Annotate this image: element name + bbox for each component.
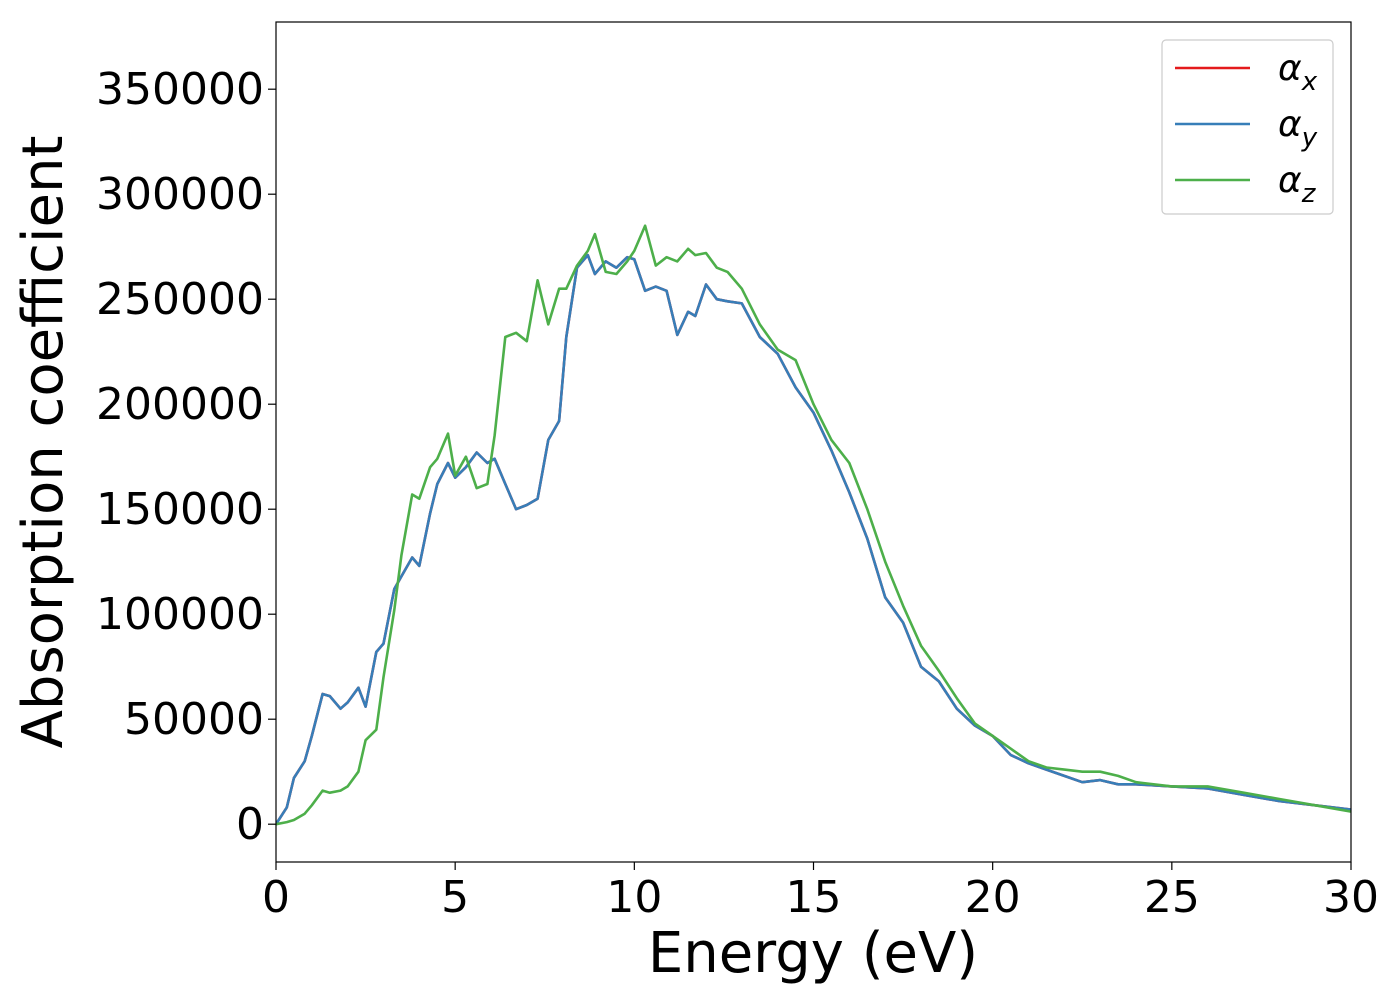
x-tick-label: 15	[786, 872, 842, 923]
y-axis: 0 50000 100000 150000 200000 250000 300000 3500…	[96, 64, 276, 850]
x-axis: 0 5 10 15 20 25 30	[262, 862, 1379, 923]
x-axis-title: Energy (eV)	[648, 921, 978, 986]
y-axis-title: Absorption coefficient	[11, 136, 76, 749]
legend-frame	[1161, 39, 1334, 215]
x-tick-label: 30	[1323, 872, 1379, 923]
legend-label-z: αz	[1278, 160, 1317, 209]
y-tick-label: 50000	[124, 694, 264, 745]
y-tick-label: 300000	[96, 169, 264, 220]
series-line-z	[276, 224, 1351, 826]
x-tick-label: 25	[1144, 872, 1200, 923]
y-tick-label: 350000	[96, 64, 264, 115]
legend-label-y: αy	[1278, 104, 1318, 153]
series-line-x	[276, 253, 1351, 825]
x-tick-label: 10	[606, 872, 662, 923]
legend-label-x: αx	[1278, 48, 1318, 97]
x-tick-label: 20	[965, 872, 1021, 923]
y-tick-label: 250000	[96, 274, 264, 325]
x-tick-label: 0	[262, 872, 290, 923]
y-tick-label: 150000	[96, 484, 264, 535]
x-tick-label: 5	[441, 872, 469, 923]
series-layer	[276, 224, 1351, 826]
series-line-y	[276, 253, 1351, 825]
legend: αx αy αz	[1161, 39, 1334, 215]
y-tick-label: 0	[236, 799, 264, 850]
y-tick-label: 200000	[96, 379, 264, 430]
y-tick-label: 100000	[96, 589, 264, 640]
